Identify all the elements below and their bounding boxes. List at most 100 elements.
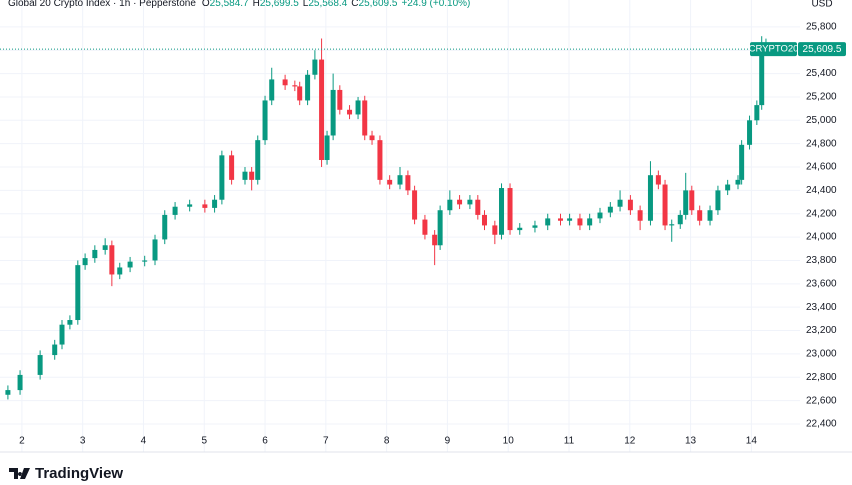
candle-body <box>669 224 675 226</box>
candle-body <box>262 100 268 141</box>
x-tick-label: 10 <box>503 436 515 447</box>
candle-body <box>5 390 11 395</box>
x-tick-label: 13 <box>685 436 697 447</box>
candle-body <box>597 212 603 219</box>
candle-body <box>337 89 343 110</box>
candle-body <box>75 265 81 321</box>
y-tick-label: 24,200 <box>806 208 837 219</box>
candle-body <box>747 120 753 145</box>
candle-body <box>127 261 133 268</box>
header-value: 25,584.7 <box>210 0 249 9</box>
candle-body <box>82 258 88 266</box>
header-value: 25,699.5 <box>260 0 299 9</box>
candle-body <box>347 109 353 115</box>
brand-name: TradingView <box>35 465 123 482</box>
candle-body <box>255 140 261 180</box>
candle-body <box>655 175 661 185</box>
candle-body <box>432 234 438 246</box>
candle-body <box>117 267 123 275</box>
x-tick-label: 14 <box>746 436 758 447</box>
candle-body <box>567 218 573 221</box>
candle-body <box>212 199 218 208</box>
candle-body <box>297 86 303 101</box>
x-tick-label: 9 <box>445 436 451 447</box>
y-tick-label: 24,000 <box>806 232 837 243</box>
y-tick-label: 25,200 <box>806 92 837 103</box>
candle-body <box>499 188 505 235</box>
candle-body <box>759 54 765 106</box>
x-tick-label: 5 <box>201 436 207 447</box>
y-tick-label: 23,000 <box>806 349 837 360</box>
candle-body <box>517 227 523 231</box>
candle-body <box>282 79 288 86</box>
candle-body <box>269 79 275 101</box>
x-tick-label: 6 <box>262 436 268 447</box>
candle-body <box>397 175 403 185</box>
candle-body <box>715 190 721 211</box>
candle-body <box>492 225 498 235</box>
logo-icon <box>9 468 30 479</box>
x-tick-label: 8 <box>384 436 390 447</box>
candle-body <box>172 206 178 215</box>
symbol-label: CRYPTO20 <box>749 44 799 55</box>
candle-body <box>324 135 330 161</box>
header-key: O <box>202 0 210 9</box>
candle-body <box>481 214 487 226</box>
candle-body <box>229 155 235 180</box>
candle-body <box>707 210 713 221</box>
y-tick-label: 23,200 <box>806 325 837 336</box>
candle-body <box>577 218 583 226</box>
y-tick-label: 24,800 <box>806 138 837 149</box>
candle-body <box>545 218 551 226</box>
x-tick-label: 3 <box>80 436 86 447</box>
y-tick-label: 22,800 <box>806 372 837 383</box>
candle-body <box>187 204 193 207</box>
candle-body <box>662 184 668 226</box>
candle-body <box>362 100 368 136</box>
x-tick-label: 12 <box>624 436 636 447</box>
candle-body <box>447 199 453 211</box>
candle-body <box>312 59 318 75</box>
candle-body <box>467 199 473 205</box>
header-value: 25,609.5 <box>359 0 398 9</box>
header-change: +24.9 (+0.10%) <box>401 0 470 9</box>
candle-body <box>677 214 683 225</box>
y-tick-label: 23,400 <box>806 302 837 313</box>
candle-body <box>52 344 58 356</box>
y-tick-label: 23,800 <box>806 255 837 266</box>
candle-body <box>319 59 325 161</box>
candle-body <box>152 239 158 261</box>
y-tick-label: 25,000 <box>806 115 837 126</box>
candle-body <box>532 225 538 228</box>
candle-body <box>617 199 623 207</box>
x-tick-label: 2 <box>19 436 25 447</box>
candle-body <box>457 199 463 205</box>
y-tick-label: 25,800 <box>806 22 837 33</box>
candle-body <box>697 210 703 221</box>
candle-body <box>412 190 418 220</box>
candle-body <box>689 190 695 211</box>
candle-body <box>739 144 745 180</box>
candle-body <box>725 184 731 191</box>
candle-body <box>735 179 741 185</box>
candle-body <box>249 171 255 180</box>
x-tick-label: 4 <box>141 436 147 447</box>
candle-body <box>387 179 393 185</box>
candle-body <box>437 210 443 246</box>
candle-body <box>102 245 108 250</box>
header-key: H <box>253 0 260 9</box>
candle-body <box>17 374 23 391</box>
candle-body <box>607 206 613 213</box>
y-tick-label: 25,400 <box>806 68 837 79</box>
candle-body <box>330 89 336 136</box>
candle-body <box>355 100 361 115</box>
candle-body <box>422 219 428 235</box>
candle-body <box>59 324 65 345</box>
candle-body <box>202 204 208 208</box>
header-key: C <box>351 0 358 9</box>
last-price-label: 25,609.5 <box>803 44 842 55</box>
grid <box>0 0 800 452</box>
y-axis-unit: USD <box>811 0 832 10</box>
